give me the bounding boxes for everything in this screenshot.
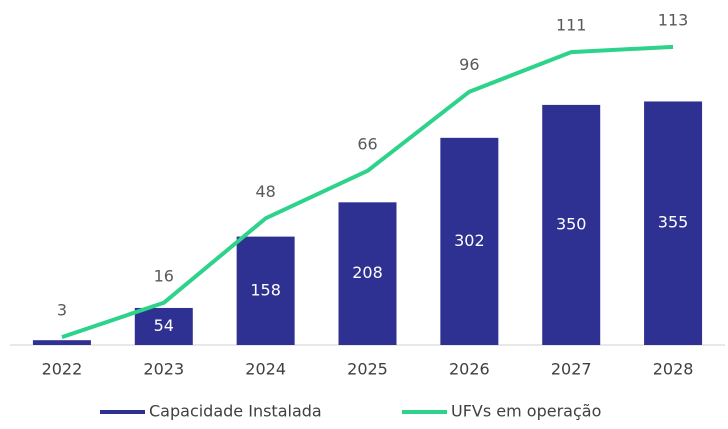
line-label: 48 (255, 182, 275, 201)
bar-label: 350 (556, 214, 587, 233)
bar (644, 101, 703, 345)
bar (338, 202, 397, 345)
line-label: 111 (556, 16, 587, 35)
x-tick-label: 2024 (245, 360, 286, 379)
bar (134, 307, 193, 345)
line-label: 16 (154, 266, 174, 285)
bar-label: 158 (250, 280, 281, 299)
bar-label: 208 (352, 263, 383, 282)
bar-label: 302 (454, 231, 485, 250)
bar-label: 355 (658, 213, 689, 232)
line (61, 44, 674, 339)
x-tick-label: 2027 (551, 360, 592, 379)
bar (32, 340, 91, 345)
x-tick-label: 2028 (653, 360, 694, 379)
x-tick-label: 2022 (42, 360, 83, 379)
line-label: 96 (459, 55, 479, 74)
bar (542, 104, 601, 346)
x-tick-label: 2023 (143, 360, 184, 379)
bar (440, 137, 499, 345)
line-label: 66 (357, 134, 377, 153)
bar (236, 236, 295, 345)
x-tick-label: 2026 (449, 360, 490, 379)
x-tick-label: 2025 (347, 360, 388, 379)
legend-label: Capacidade Instalada (149, 402, 322, 421)
line-label: 113 (658, 10, 689, 29)
line-label: 3 (57, 301, 67, 320)
legend-label: UFVs em operação (451, 402, 601, 421)
bar-label: 54 (154, 316, 174, 335)
